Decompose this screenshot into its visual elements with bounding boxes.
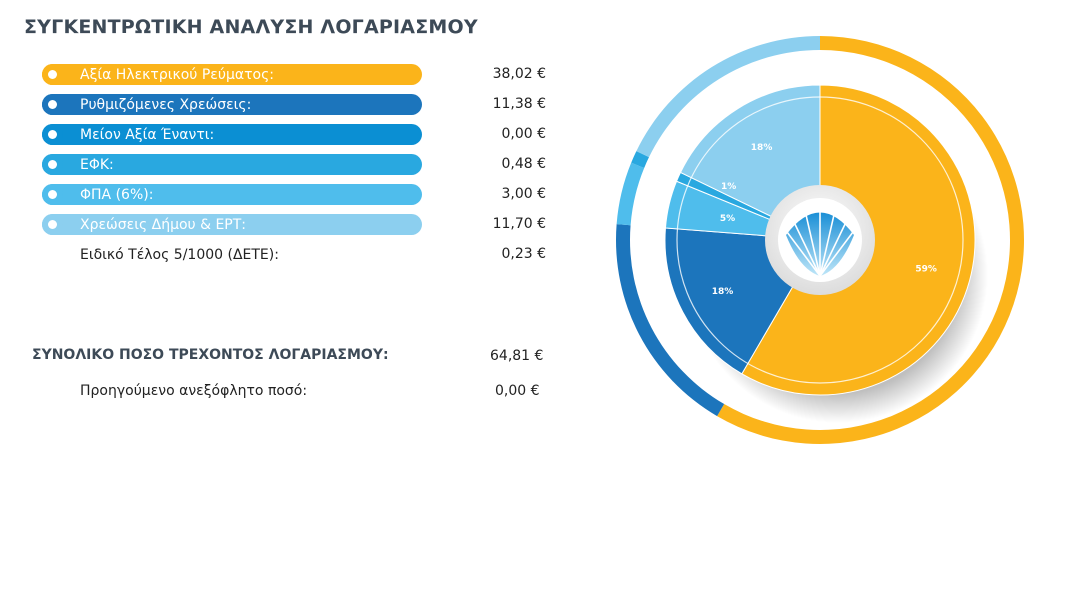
bullet-icon <box>42 184 63 205</box>
item-label: Ειδικό Τέλος 5/1000 (ΔΕΤΕ): <box>80 247 279 263</box>
outer-ring-segment <box>636 36 820 158</box>
previous-balance-label: Προηγούμενο ανεξόφλητο ποσό: <box>80 383 308 399</box>
previous-balance-amount: 0,00 € <box>495 383 540 399</box>
item-label: ΦΠΑ (6%): <box>80 186 154 203</box>
slice-label: 5% <box>720 214 735 224</box>
item-amount: 11,70 € <box>492 216 546 232</box>
bullet-icon <box>42 214 63 235</box>
item-label: Μείον Αξία Έναντι: <box>80 126 215 143</box>
legend-pill: Χρεώσεις Δήμου & ΕΡΤ: <box>42 214 422 235</box>
item-label: Αξία Ηλεκτρικού Ρεύματος: <box>80 66 275 83</box>
bullet-icon <box>42 94 63 115</box>
slice-label: 18% <box>751 143 773 153</box>
bullet-icon <box>42 124 63 145</box>
list-item: ΦΠΑ (6%): 3,00 € <box>42 183 562 213</box>
shell-icon <box>786 202 854 277</box>
list-item: Χρεώσεις Δήμου & ΕΡΤ: 11,70 € <box>42 213 562 243</box>
item-label: ΕΦΚ: <box>80 156 114 173</box>
breakdown-list: Αξία Ηλεκτρικού Ρεύματος: 38,02 € Ρυθμιζ… <box>42 63 562 273</box>
bullet-icon <box>42 154 63 175</box>
list-item: Ειδικό Τέλος 5/1000 (ΔΕΤΕ): 0,23 € <box>42 243 562 273</box>
outer-ring-segment <box>616 162 645 226</box>
item-label: Ρυθμιζόμενες Χρεώσεις: <box>80 96 252 113</box>
item-amount: 0,23 € <box>501 246 546 262</box>
donut-chart: 59% 18% 5% 1% 18% <box>616 36 1024 444</box>
slice-label: 59% <box>915 265 937 275</box>
item-label: Χρεώσεις Δήμου & ΕΡΤ: <box>80 216 247 233</box>
legend-pill: Αξία Ηλεκτρικού Ρεύματος: <box>42 64 422 85</box>
list-item: Αξία Ηλεκτρικού Ρεύματος: 38,02 € <box>42 63 562 93</box>
legend-pill: ΦΠΑ (6%): <box>42 184 422 205</box>
item-amount: 0,48 € <box>501 156 546 172</box>
total-amount: 64,81 € <box>490 348 544 364</box>
legend-pill: ΕΦΚ: <box>42 154 422 175</box>
inner-guide-ring <box>676 96 964 384</box>
item-amount: 3,00 € <box>501 186 546 202</box>
slice-label: 1% <box>721 182 736 192</box>
total-label: ΣΥΝΟΛΙΚΟ ΠΟΣΟ ΤΡΕΧΟΝΤΟΣ ΛΟΓΑΡΙΑΣΜΟΥ: <box>32 347 389 363</box>
slice-label: 18% <box>712 287 734 297</box>
list-item: ΕΦΚ: 0,48 € <box>42 153 562 183</box>
item-amount: 0,00 € <box>501 126 546 142</box>
list-item: Μείον Αξία Έναντι: 0,00 € <box>42 123 562 153</box>
page-title: ΣΥΓΚΕΝΤΡΩΤΙΚΗ ΑΝΑΛΥΣΗ ΛΟΓΑΡΙΑΣΜΟΥ <box>24 16 478 38</box>
list-item: Ρυθμιζόμενες Χρεώσεις: 11,38 € <box>42 93 562 123</box>
pie-labels: 59% 18% 5% 1% 18% <box>712 143 937 297</box>
item-amount: 38,02 € <box>492 66 546 82</box>
legend-pill: Μείον Αξία Έναντι: <box>42 124 422 145</box>
legend-pill: Ρυθμιζόμενες Χρεώσεις: <box>42 94 422 115</box>
outer-ring-segment <box>631 151 649 168</box>
bullet-icon <box>42 64 63 85</box>
item-amount: 11,38 € <box>492 96 546 112</box>
outer-ring <box>616 36 1024 444</box>
outer-ring-segment <box>616 224 725 417</box>
